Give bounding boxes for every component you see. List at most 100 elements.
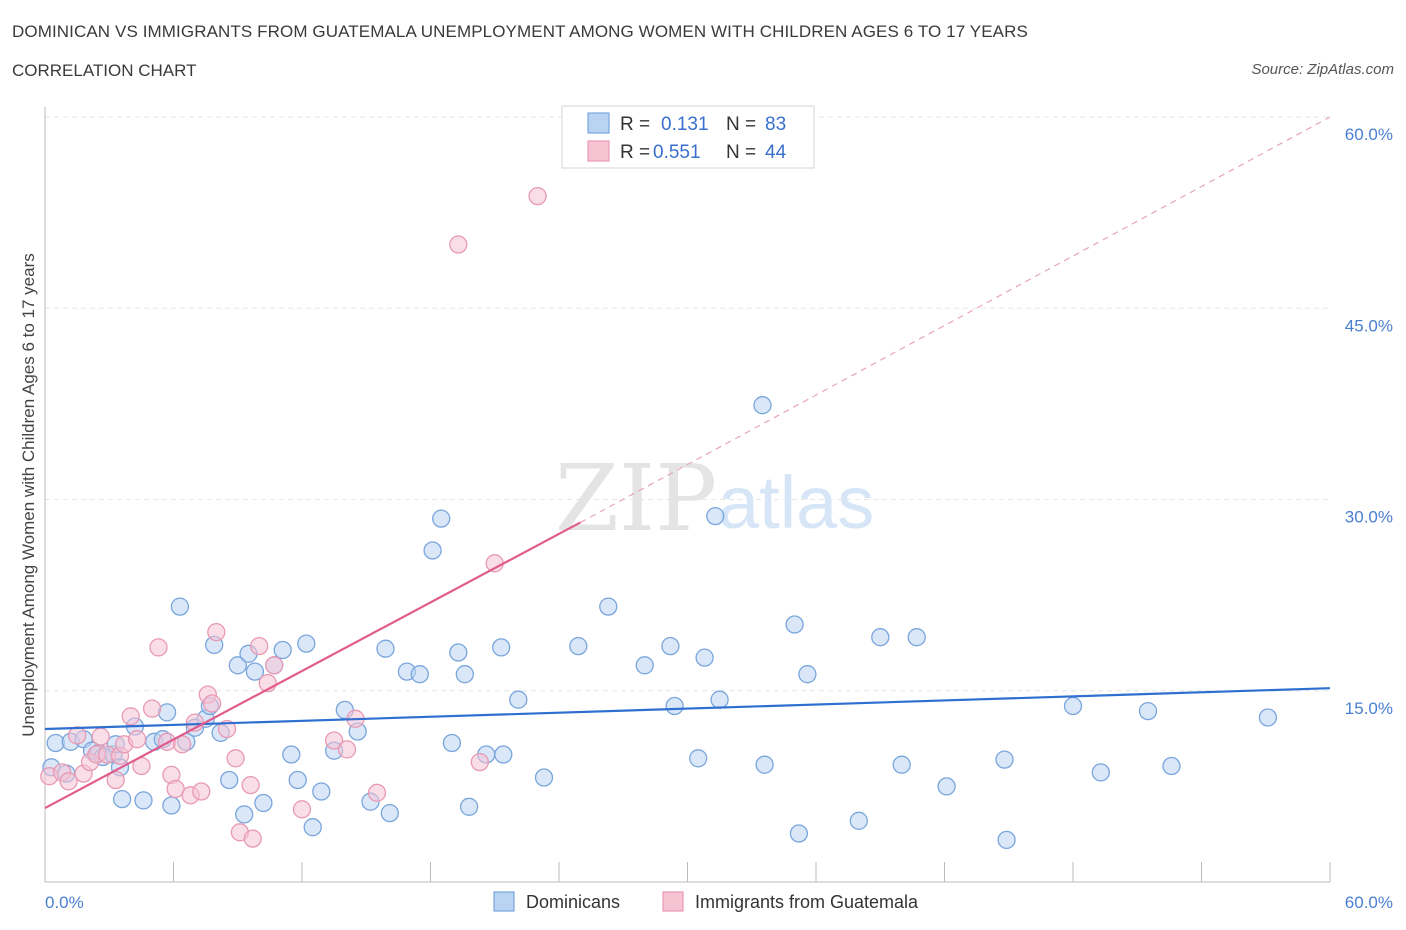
dominican-point: [695, 648, 714, 667]
guatemala-point: [528, 186, 547, 206]
dominican-point: [937, 777, 956, 796]
dominican-point: [162, 796, 181, 815]
dominican-point: [449, 643, 468, 662]
dominican-point: [1258, 708, 1278, 727]
dominican-point: [312, 782, 331, 801]
legend-guatemala-swatch: [662, 891, 684, 912]
guatemala-point: [142, 699, 162, 718]
guatemala-point: [449, 235, 468, 254]
dominican-point: [599, 597, 618, 616]
legend-dominicans-label: Dominicans: [526, 892, 620, 912]
dominican-point: [380, 803, 399, 823]
dominican-point: [297, 634, 316, 653]
dominicans-swatch: [587, 112, 610, 134]
dominican-point: [1091, 763, 1110, 782]
dominican-point: [892, 755, 911, 774]
watermark: ZIP atlas: [555, 445, 874, 552]
chart-subtitle: CORRELATION CHART: [12, 61, 197, 80]
dominican-point: [661, 636, 680, 656]
x-tick-label: 0.0%: [45, 893, 84, 912]
y-tick-label: 15.0%: [1345, 699, 1393, 718]
dominican-point: [170, 597, 190, 616]
series-legend: Dominicans Immigrants from Guatemala: [493, 891, 919, 912]
guatemala-point: [67, 726, 87, 745]
dominican-point: [785, 615, 804, 634]
legend-n-value-2: 44: [765, 142, 787, 163]
dominican-point: [706, 506, 725, 526]
dominican-point: [798, 665, 817, 684]
legend-r-label-1: R =: [620, 114, 650, 135]
dominican-point: [245, 662, 265, 681]
dominican-point: [789, 824, 809, 843]
legend-n-value-1: 83: [765, 114, 786, 135]
guatemala-point: [337, 740, 357, 759]
legend-r-value-2: 0.551: [653, 142, 701, 163]
gridlines: [45, 116, 1330, 692]
dominican-point: [254, 793, 273, 813]
legend-dominicans-swatch: [493, 891, 515, 912]
y-axis-label: Unemployment Among Women with Children A…: [19, 253, 38, 737]
guatemala-point: [127, 730, 147, 749]
dominican-point: [432, 509, 451, 528]
guatemala-point: [243, 829, 262, 848]
guatemala-swatch: [587, 140, 610, 162]
guatemala-point: [192, 782, 211, 801]
source-label: Source: ZipAtlas.com: [1251, 61, 1394, 78]
dominican-point: [228, 656, 247, 675]
dominican-point: [1063, 696, 1083, 716]
guatemala-point: [292, 800, 312, 819]
legend-r-value-1: 0.131: [661, 114, 709, 135]
dominican-point: [755, 755, 774, 774]
dominican-point: [282, 745, 301, 764]
guatemala-point: [217, 719, 237, 739]
chart-title: DOMINICAN VS IMMIGRANTS FROM GUATEMALA U…: [12, 22, 1028, 41]
guatemala-point: [202, 694, 222, 713]
dominican-point: [220, 770, 239, 790]
guatemala-point: [121, 707, 140, 726]
x-tick-label: 60.0%: [1345, 893, 1393, 912]
dominican-point: [157, 703, 177, 722]
dominican-point: [273, 640, 292, 660]
guatemala-point: [470, 752, 489, 772]
dominican-point: [569, 636, 588, 656]
legend-r-label-2: R =: [620, 142, 650, 163]
guatemala-point: [241, 775, 260, 795]
guatemala-point: [207, 622, 226, 642]
dominican-point: [134, 791, 153, 810]
dominican-point: [689, 749, 708, 768]
guatemala-trend-line: [44, 521, 581, 810]
dominican-point: [710, 690, 729, 709]
dominican-point: [423, 541, 442, 560]
guatemala-point: [91, 727, 110, 746]
dominican-point: [995, 750, 1014, 769]
dominican-point: [753, 396, 772, 415]
dominican-point: [907, 628, 926, 647]
dominican-point: [455, 665, 474, 684]
dominican-point: [459, 797, 479, 816]
legend-guatemala-label: Immigrants from Guatemala: [695, 892, 919, 912]
guatemala-point: [367, 783, 387, 802]
trend-lines: [44, 116, 1331, 810]
dominican-point: [442, 733, 462, 753]
guatemala-point: [226, 749, 245, 768]
guatemala-point: [265, 656, 284, 675]
dominican-point: [1138, 701, 1158, 721]
y-tick-label: 45.0%: [1345, 316, 1393, 335]
dominican-point: [509, 690, 528, 709]
dominican-point: [997, 830, 1016, 850]
dominican-point: [112, 789, 132, 809]
dominican-point: [849, 811, 868, 830]
dominican-point: [635, 656, 654, 675]
dominican-point: [665, 696, 684, 716]
dominican-point: [303, 818, 322, 837]
tick-labels: 15.0% 30.0% 45.0% 60.0% 0.0% 60.0%: [45, 125, 1393, 912]
guatemala-point: [149, 638, 168, 657]
dominican-point: [288, 770, 307, 790]
dominican-point: [410, 665, 429, 684]
guatemala-point: [250, 636, 269, 656]
dominican-point: [534, 768, 554, 787]
dominican-point: [376, 639, 395, 658]
stats-legend: R = 0.131 N = 83 R = 0.551 N = 44: [561, 105, 815, 169]
watermark-atlas: atlas: [718, 461, 874, 544]
